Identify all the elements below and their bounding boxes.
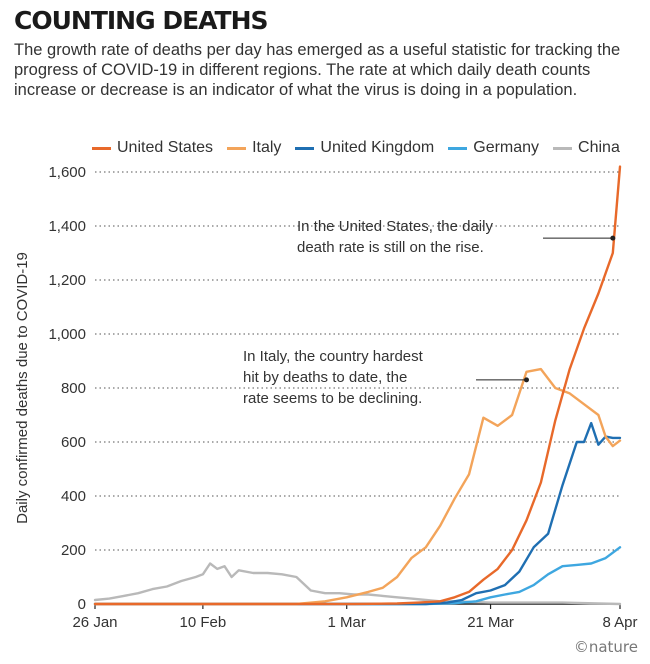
legend-label-italy: Italy <box>252 139 282 156</box>
series-line-china <box>93 562 622 606</box>
series-line-germany <box>93 546 622 606</box>
legend-label-china: China <box>578 139 620 156</box>
y-tick-label: 800 <box>61 380 86 397</box>
y-tick-label: 0 <box>78 596 86 613</box>
chart-title: COUNTING DEATHS <box>14 6 269 35</box>
chart-subtitle: The growth rate of deaths per day has em… <box>14 41 621 99</box>
y-tick-label: 1,400 <box>48 218 86 235</box>
legend-label-united-states: United States <box>117 139 214 156</box>
annotation-text-us: In the United States, the daily <box>297 218 493 235</box>
legend-label-germany: Germany <box>473 139 540 156</box>
legend-swatch-italy <box>227 146 247 150</box>
series-line-united-kingdom <box>93 421 622 606</box>
legend-item-united-kingdom: United Kingdom <box>295 139 434 157</box>
y-tick-label: 600 <box>61 434 86 451</box>
series-line-united-states <box>93 165 622 606</box>
legend-swatch-germany <box>448 146 468 150</box>
legend-item-italy: Italy <box>227 139 281 157</box>
y-axis-title: Daily confirmed deaths due to COVID-19 <box>14 252 31 524</box>
y-tick-label: 200 <box>61 542 86 559</box>
annotation-dot-us <box>610 235 616 241</box>
legend-item-germany: Germany <box>448 139 539 157</box>
x-tick-label: 26 Jan <box>72 614 117 631</box>
x-tick-label: 1 Mar <box>328 614 366 631</box>
series-line-italy <box>93 367 622 606</box>
legend-swatch-united-kingdom <box>295 146 315 150</box>
annotation-dot-italy <box>524 377 530 383</box>
x-tick-label: 10 Feb <box>180 614 227 631</box>
legend-swatch-china <box>553 146 573 150</box>
legend: United States Italy United Kingdom Germa… <box>92 139 620 157</box>
legend-label-united-kingdom: United Kingdom <box>320 139 435 156</box>
y-tick-label: 1,600 <box>48 164 86 181</box>
annotation-text-us: death rate is still on the rise. <box>297 239 484 256</box>
annotation-text-italy: hit by deaths to date, the <box>243 369 407 386</box>
legend-item-china: China <box>553 139 620 157</box>
legend-swatch-united-states <box>92 146 111 150</box>
x-tick-label: 21 Mar <box>467 614 514 631</box>
nature-credit: ©nature <box>573 638 638 656</box>
legend-item-united-states: United States <box>92 139 213 157</box>
x-tick-label: 8 Apr <box>602 614 637 631</box>
annotation-text-italy: rate seems to be declining. <box>243 390 422 407</box>
y-tick-label: 1,200 <box>48 272 86 289</box>
y-tick-label: 400 <box>61 488 86 505</box>
y-tick-label: 1,000 <box>48 326 86 343</box>
annotation-text-italy: In Italy, the country hardest <box>243 348 424 365</box>
